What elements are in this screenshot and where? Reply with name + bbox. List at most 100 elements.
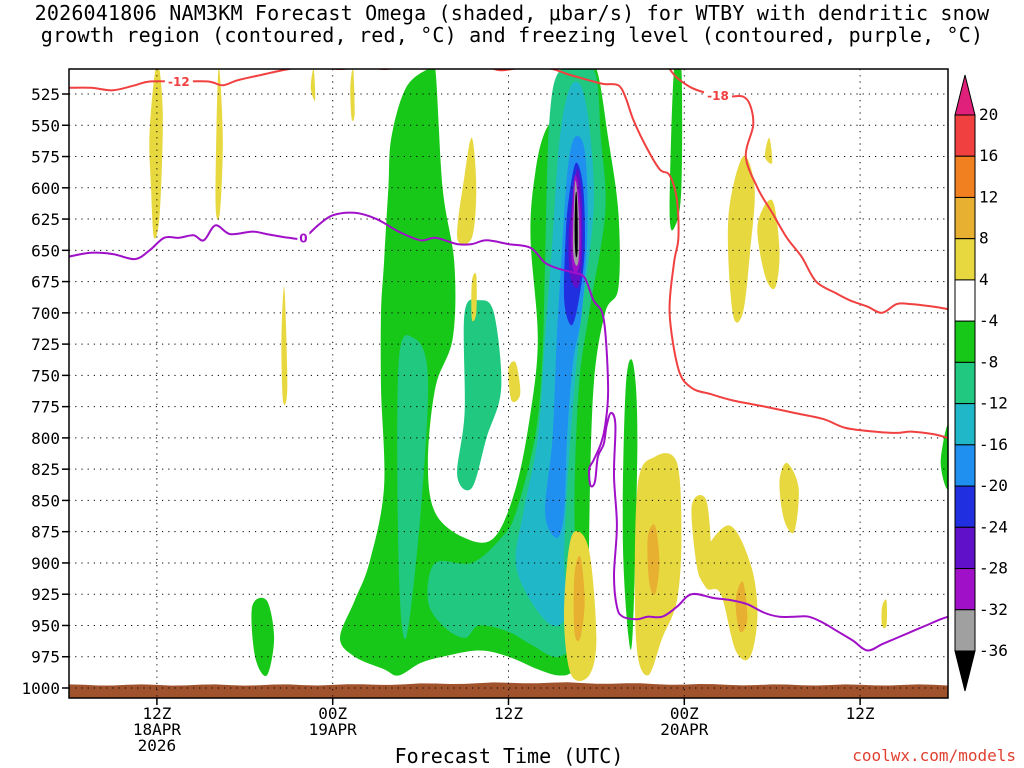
colorbar-tick-label: 16 xyxy=(979,146,998,165)
y-tick-label: 575 xyxy=(31,148,60,167)
contour-layer: -12 -18 0 xyxy=(69,69,948,652)
colorbar-bottom-arrow xyxy=(954,650,976,692)
colorbar-tick-label: -32 xyxy=(979,600,1008,619)
colorbar-tick-label: -12 xyxy=(979,394,1008,413)
axes-layer: 525 550 575 600 625 650 675 700 725 750 775 800 825 8… xyxy=(21,68,949,755)
contour-label-bg xyxy=(164,74,193,89)
y-tick-label: 1000 xyxy=(21,679,60,698)
omega-region-15 xyxy=(574,191,578,258)
omega-region-2 xyxy=(251,597,275,677)
omega-region-3 xyxy=(622,359,638,650)
colorbar-tick-label: -8 xyxy=(979,352,998,371)
colorbar-tick-label: 8 xyxy=(979,229,989,248)
y-tick-label: 925 xyxy=(31,585,60,604)
omega-shading-layer xyxy=(149,69,948,681)
grid-layer xyxy=(69,69,948,698)
colorbar-tick-label: -28 xyxy=(979,559,1008,578)
colorbar-bin xyxy=(954,403,976,446)
contour-label: 0 xyxy=(299,231,307,245)
omega-region-19 xyxy=(310,69,316,101)
x-tick-label: 19APR xyxy=(309,720,358,739)
y-tick-label: 850 xyxy=(31,491,60,510)
y-tick-label: 625 xyxy=(31,210,60,229)
y-tick-label: 900 xyxy=(31,554,60,573)
y-tick-label: 725 xyxy=(31,335,60,354)
colorbar-bin xyxy=(954,568,976,611)
x-tick-label: 12Z xyxy=(846,704,875,723)
colorbar-bin xyxy=(954,238,976,281)
y-tick-label: 825 xyxy=(31,460,60,479)
x-tick-label: 2026 xyxy=(138,736,177,755)
credit-text: coolwx.com/models xyxy=(852,746,1016,765)
colorbar-tick-label: -4 xyxy=(979,311,998,330)
x-tick-label: 18APR xyxy=(133,720,182,739)
colorbar-bin xyxy=(954,485,976,528)
omega-region-18 xyxy=(281,286,288,406)
omega-region-32 xyxy=(881,599,888,629)
omega-region-30 xyxy=(779,462,799,534)
colorbar-bin xyxy=(954,361,976,405)
chart-title-line-2: growth region (contoured, red, °C) and f… xyxy=(40,23,984,47)
y-tick-label: 750 xyxy=(31,366,60,385)
omega-region-17 xyxy=(215,69,223,220)
omega-region-23 xyxy=(508,361,521,403)
colorbar-bin xyxy=(954,279,976,322)
x-axis-label: Forecast Time (UTC) xyxy=(394,744,624,768)
colorbar-bin xyxy=(954,526,976,570)
y-tick-label: 650 xyxy=(31,241,60,260)
omega-region-22 xyxy=(471,272,477,322)
colorbar-bin xyxy=(954,155,976,198)
dendritic-contour-1 xyxy=(69,69,948,439)
y-tick-label: 525 xyxy=(31,85,60,104)
y-tick-label: 600 xyxy=(31,179,60,198)
omega-region-29 xyxy=(757,199,780,290)
omega-region-7 xyxy=(457,299,502,491)
omega-region-33 xyxy=(573,555,585,642)
x-tick-label: 20APR xyxy=(660,720,709,739)
colorbar-top-arrow xyxy=(954,74,976,116)
omega-region-16 xyxy=(149,69,163,239)
colorbar: 20 16 12 8 4 -4 -8 -12 -16 -20 -24 -28 -32 -36 xyxy=(954,74,1008,692)
omega-region-5 xyxy=(940,425,948,490)
omega-region-31 xyxy=(764,137,773,164)
colorbar-tick-label: 12 xyxy=(979,187,998,206)
y-tick-label: 700 xyxy=(31,304,60,323)
x-tick-label: 12Z xyxy=(494,704,523,723)
omega-region-35 xyxy=(735,581,748,633)
omega-region-28 xyxy=(727,155,755,323)
contour-label-bg xyxy=(297,230,310,245)
omega-region-34 xyxy=(647,524,660,596)
chart-title-line-1: 2026041806 NAM3KM Forecast Omega (shaded… xyxy=(34,1,990,25)
colorbar-tick-label: -36 xyxy=(979,641,1008,660)
colorbar-bin xyxy=(954,320,976,363)
omega-region-21 xyxy=(457,137,477,245)
colorbar-bin xyxy=(954,196,976,240)
contour-label-bg xyxy=(703,88,732,103)
colorbar-bin xyxy=(954,114,976,157)
colorbar-tick-label: -24 xyxy=(979,517,1008,536)
y-tick-label: 775 xyxy=(31,398,60,417)
y-tick-label: 875 xyxy=(31,523,60,542)
x-tick-label: 00Z xyxy=(318,704,347,723)
omega-region-4 xyxy=(669,69,683,231)
x-tick-label: 00Z xyxy=(670,704,699,723)
y-tick-label: 800 xyxy=(31,429,60,448)
contour-label: -12 xyxy=(168,75,190,89)
colorbar-bin xyxy=(954,444,976,487)
colorbar-bin xyxy=(954,609,976,652)
chart-title: 2026041806 NAM3KM Forecast Omega (shaded… xyxy=(0,2,1024,46)
colorbar-tick-label: 20 xyxy=(979,105,998,124)
freezing-contour-3 xyxy=(69,211,948,652)
y-tick-label: 950 xyxy=(31,616,60,635)
dendritic-contour-2 xyxy=(668,69,948,314)
y-tick-label: 675 xyxy=(31,273,60,292)
colorbar-tick-label: -16 xyxy=(979,435,1008,454)
contour-label: -18 xyxy=(707,89,729,103)
colorbar-tick-label: -20 xyxy=(979,476,1008,495)
omega-region-20 xyxy=(350,69,355,122)
x-tick-label: 12Z xyxy=(142,704,171,723)
colorbar-tick-label: 4 xyxy=(979,270,989,289)
y-tick-label: 550 xyxy=(31,116,60,135)
y-tick-label: 975 xyxy=(31,648,60,667)
